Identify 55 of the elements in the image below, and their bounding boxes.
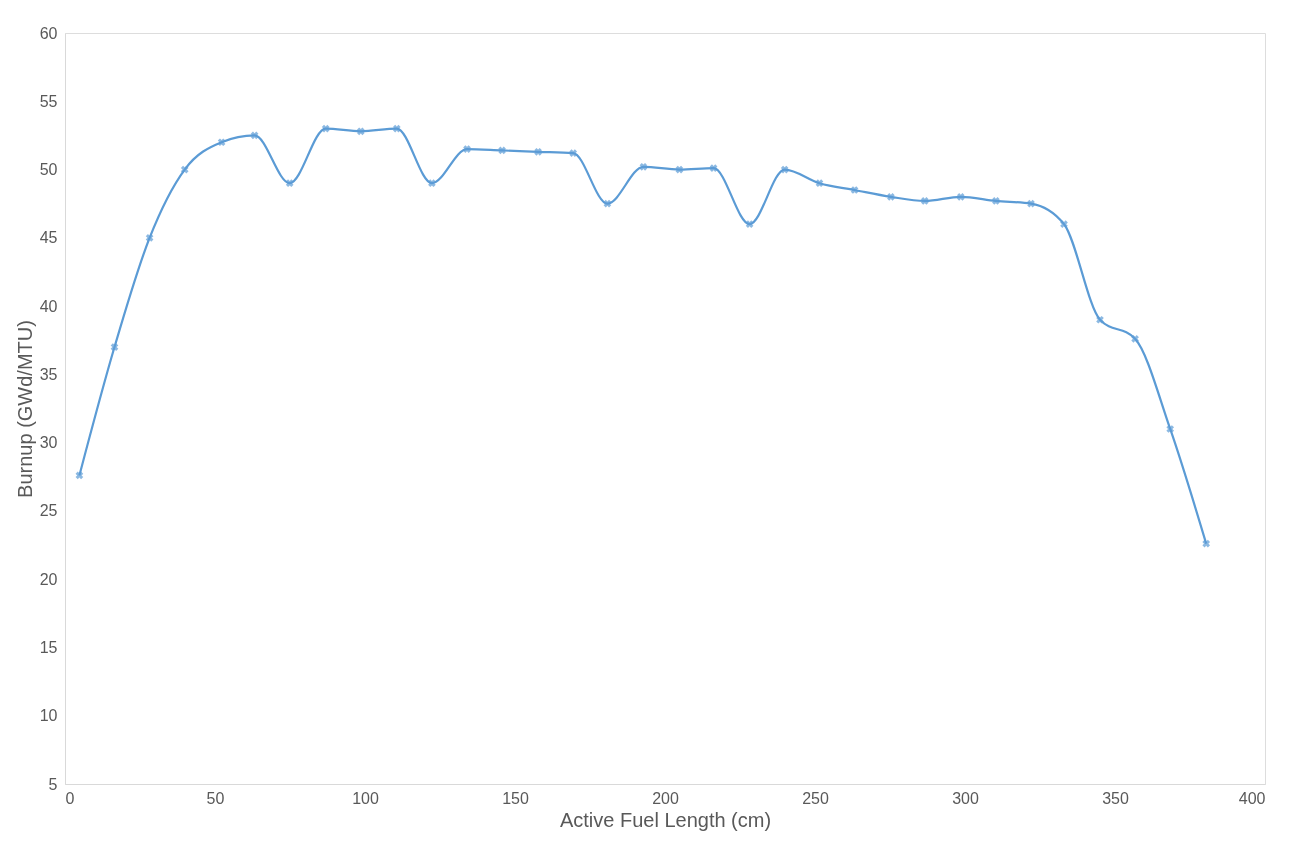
point (463, 145, 471, 153)
point (603, 199, 612, 208)
point (110, 343, 119, 351)
x-axis-title: Active Fuel Length (cm) (559, 808, 772, 831)
y-tick-label: 15 (39, 638, 58, 656)
point (1166, 425, 1175, 433)
x-tick-label: 50 (206, 789, 225, 807)
point (392, 124, 401, 133)
point (1096, 315, 1104, 324)
x-tick-label: 250 (802, 789, 829, 807)
point (1202, 539, 1211, 548)
point (745, 220, 754, 228)
point (815, 179, 824, 188)
x-tick-label: 0 (65, 789, 75, 807)
y-tick-label: 50 (39, 161, 58, 179)
point (675, 165, 684, 174)
point (780, 165, 789, 174)
y-tick-label: 5 (48, 775, 58, 793)
point (217, 138, 226, 147)
point (428, 179, 436, 188)
point (1060, 220, 1068, 228)
point (709, 164, 718, 173)
point (639, 162, 648, 171)
point (250, 131, 259, 140)
y-tick-label: 25 (39, 502, 58, 520)
y-tick-label: 40 (39, 297, 58, 315)
y-tick-label: 20 (39, 570, 58, 588)
point (75, 471, 84, 480)
y-tick-label: 10 (39, 707, 58, 725)
point (180, 165, 189, 174)
point (285, 179, 294, 188)
point (145, 233, 154, 242)
y-tick-label: 30 (39, 434, 58, 452)
point (850, 186, 859, 194)
y-tick-label: 60 (39, 24, 58, 42)
x-tick-label: 150 (502, 789, 529, 807)
y-axis-title: Burnup (GWd/MTU) (13, 320, 36, 498)
point (1027, 199, 1035, 208)
y-tick-label: 45 (39, 229, 58, 247)
point (920, 197, 929, 205)
x-tick-label: 350 (1102, 789, 1129, 807)
x-tick-label: 100 (352, 789, 379, 807)
y-tick-label: 35 (39, 365, 58, 383)
point (356, 127, 365, 136)
x-tick-label: 400 (1238, 789, 1266, 807)
point (887, 193, 895, 201)
point (321, 124, 330, 133)
point (534, 147, 542, 156)
x-tick-label: 300 (952, 789, 979, 807)
y-tick-label: 55 (39, 92, 58, 110)
point (992, 197, 1000, 205)
point (569, 149, 578, 157)
point (1131, 335, 1139, 343)
point (956, 193, 965, 201)
x-tick-label: 200 (652, 789, 679, 807)
